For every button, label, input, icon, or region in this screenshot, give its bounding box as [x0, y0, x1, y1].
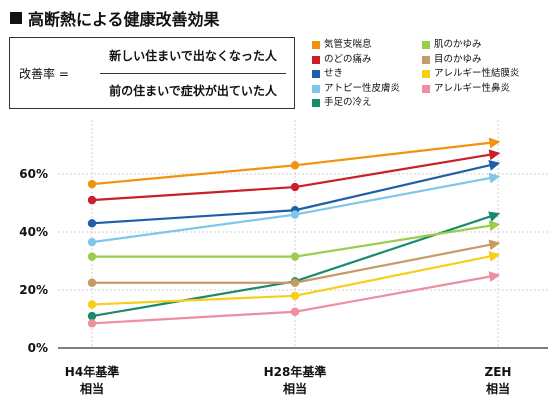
legend-swatch — [422, 55, 430, 64]
x-tick-label: H28年基準相当 — [264, 364, 327, 396]
series-line-segment — [294, 220, 501, 258]
legend-swatch — [422, 70, 430, 78]
y-tick-label: 0% — [28, 341, 48, 355]
legend-item: のどの痛み — [312, 53, 372, 67]
legend-swatch — [312, 99, 320, 107]
y-tick-label: 40% — [19, 225, 48, 239]
x-tick-label: ZEH 相当 — [485, 365, 512, 396]
series-line-segment — [91, 164, 296, 186]
legend-swatch — [312, 55, 320, 64]
formula-denominator: 前の住まいで症状が出ていた人 — [109, 84, 277, 98]
series-line-segment — [91, 185, 296, 202]
data-point — [87, 311, 97, 321]
data-point — [87, 300, 97, 309]
data-point — [290, 182, 300, 192]
data-point — [87, 237, 97, 247]
series-line-segment — [294, 271, 501, 313]
legend-label: 目のかゆみ — [434, 53, 482, 65]
data-point — [87, 278, 97, 287]
legend-swatch — [422, 41, 430, 49]
data-point — [87, 252, 97, 261]
legend-item: アレルギー性鼻炎 — [422, 82, 510, 96]
legend-swatch — [312, 70, 320, 78]
series-line-segment — [294, 251, 501, 297]
data-point — [290, 161, 300, 170]
data-point — [87, 179, 97, 189]
series-line-segment — [91, 294, 296, 306]
series-line-segment — [294, 137, 501, 167]
legend-label: アレルギー性鼻炎 — [434, 82, 511, 94]
data-point — [87, 219, 97, 228]
legend-item: 気管支喘息 — [312, 38, 372, 52]
legend-label: アトピー性皮膚炎 — [324, 82, 401, 94]
data-point — [87, 319, 97, 328]
series-line-segment — [294, 239, 501, 284]
y-tick-label: 20% — [19, 283, 48, 297]
series-line-segment — [294, 159, 501, 212]
legend-label: 肌のかゆみ — [434, 39, 482, 50]
series-line-segment — [294, 172, 501, 216]
series-line-segment — [294, 149, 501, 189]
chart-title: 高断熱による健康改善効果 — [10, 6, 220, 30]
legend-swatch — [312, 84, 320, 93]
series-line-segment — [91, 209, 296, 225]
series-line-segment — [91, 310, 296, 325]
x-tick-label: H4年基準相当 — [65, 364, 119, 396]
legend-item: アトピー性皮膚炎 — [312, 82, 400, 96]
legend-item: せき — [312, 67, 343, 81]
formula-fraction-bar — [100, 73, 286, 74]
legend-label: 手足の冷え — [324, 97, 372, 108]
improvement-rate-formula: 改善率 = 新しい住まいで出なくなった人 前の住まいで症状が出ていた人 — [9, 37, 295, 109]
title-square-icon — [10, 12, 22, 24]
legend-label: のどの痛み — [324, 53, 372, 65]
legend-label: せき — [324, 68, 344, 79]
y-tick-label: 60% — [19, 167, 48, 181]
legend-item: 肌のかゆみ — [422, 38, 482, 52]
formula-numerator: 新しい住まいで出なくなった人 — [109, 49, 277, 63]
legend-swatch — [312, 41, 320, 49]
series-line-segment — [91, 280, 296, 318]
legend-item: 目のかゆみ — [422, 53, 482, 67]
data-point — [290, 291, 300, 300]
chart-title-text: 高断熱による健康改善効果 — [28, 10, 220, 29]
legend-label: アレルギー性結膜炎 — [434, 68, 520, 79]
series-line-segment — [294, 211, 501, 283]
data-point — [290, 252, 300, 261]
data-point — [290, 210, 300, 219]
series-line-segment — [91, 213, 296, 244]
data-point — [290, 307, 300, 316]
data-point — [290, 278, 300, 287]
legend-label: 気管支喘息 — [324, 39, 372, 50]
legend-item: アレルギー性結膜炎 — [422, 67, 520, 81]
formula-lhs: 改善率 = — [19, 67, 69, 81]
legend-swatch — [422, 84, 430, 93]
legend-item: 手足の冷え — [312, 96, 372, 110]
data-point — [87, 195, 97, 205]
